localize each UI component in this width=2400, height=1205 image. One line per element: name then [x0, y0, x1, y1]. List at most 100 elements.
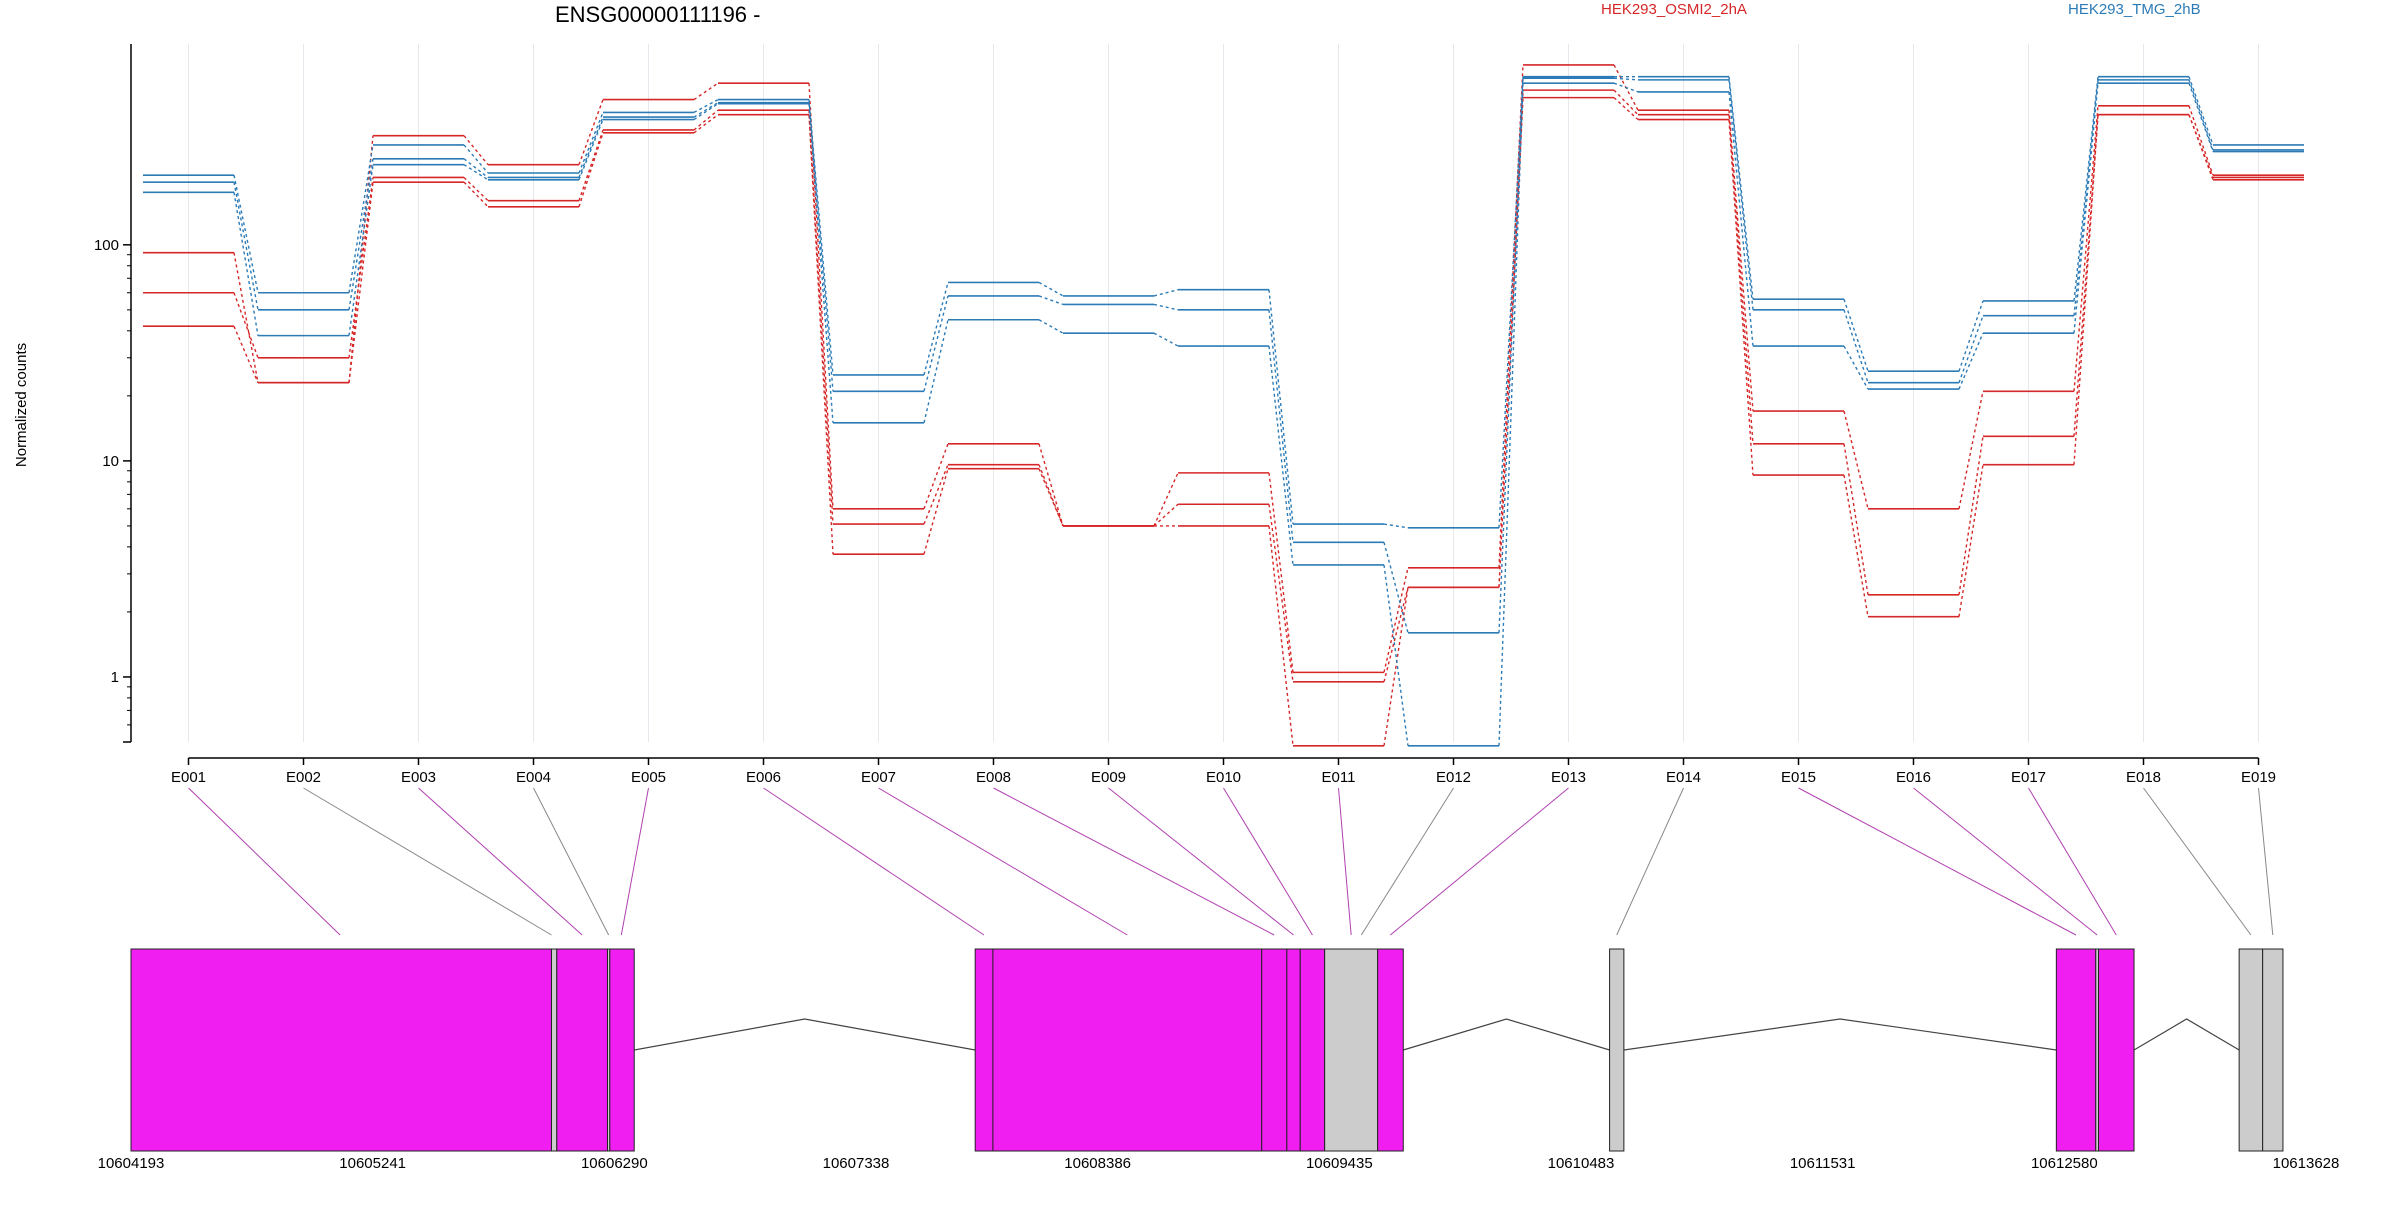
series-5-connector-14	[1728, 79, 1754, 310]
genomic-tick-label-8: 10611531	[1790, 1155, 1856, 1172]
exon-block-14	[2055, 948, 2097, 1152]
series-4-connector-6	[808, 99, 834, 375]
exon-block-13	[1609, 948, 1625, 1152]
link-e013	[1390, 787, 1569, 936]
link-e016	[1913, 787, 2098, 936]
x-tick-label-e002: E002	[286, 769, 321, 786]
x-tick-label-e011: E011	[1322, 769, 1356, 786]
exon-block-2	[550, 948, 558, 1152]
series-1-connector-14	[1728, 110, 1754, 412]
series-3-connector-2	[348, 182, 374, 383]
link-e012	[1360, 787, 1454, 936]
intron-2	[1403, 1018, 1610, 1051]
series-1-connector-6	[808, 83, 834, 509]
series-6-connector-2	[348, 164, 374, 336]
x-tick-label-e004: E004	[516, 769, 551, 786]
link-e014	[1616, 787, 1684, 936]
series-5-connector-4	[578, 116, 604, 178]
genomic-tick-label-6: 10609435	[1306, 1155, 1373, 1172]
series-1-connector-9	[1153, 472, 1179, 527]
series-1-connector-18	[2188, 105, 2214, 176]
series-6-connector-6	[808, 103, 834, 423]
series-4-connector-2	[348, 144, 374, 293]
genomic-tick-label-7: 10610483	[1548, 1155, 1615, 1172]
link-e003	[418, 787, 583, 936]
genomic-tick-label-3: 10606290	[581, 1155, 648, 1172]
series-6-connector-5	[693, 103, 719, 121]
x-tick-label-e001: E001	[171, 769, 206, 786]
exon-block-7	[992, 948, 1263, 1152]
x-tick-label-e018: E018	[2126, 769, 2161, 786]
series-4-connector-5	[693, 98, 719, 114]
series-4-connector-16	[1958, 300, 1984, 372]
exon-block-10	[1299, 948, 1326, 1152]
x-tick-label-e019: E019	[2241, 769, 2276, 786]
series-4-connector-3	[463, 144, 489, 174]
link-e002	[303, 787, 552, 936]
series-5-connector-12	[1498, 78, 1524, 633]
series-4	[143, 75, 2304, 529]
series-3-connector-6	[808, 114, 834, 555]
series-4-connector-8	[1038, 281, 1064, 297]
series-5-connector-11	[1383, 542, 1409, 634]
series-6-connector-18	[2188, 82, 2214, 152]
y-tick-label-1: 1	[111, 669, 119, 686]
series-4-connector-17	[2073, 76, 2099, 301]
x-tick-label-e017: E017	[2011, 769, 2046, 786]
genomic-tick-label-9: 10612580	[2031, 1155, 2098, 1172]
series-6-connector-12	[1498, 83, 1524, 746]
gene-model: 10604193 10605241 10606290 10607338 10608386…	[98, 948, 2339, 1172]
y-tick-label-10: 10	[102, 453, 119, 470]
series-layer	[143, 64, 2304, 747]
exon-block-9	[1286, 948, 1301, 1152]
x-tick-label-e006: E006	[746, 769, 781, 786]
series-5-connector-8	[1038, 295, 1064, 306]
link-e009	[1108, 787, 1294, 936]
gridlines	[188, 44, 2259, 742]
series-4-connector-4	[578, 112, 604, 174]
x-tick-label-e015: E015	[1781, 769, 1816, 786]
link-e018	[2143, 787, 2252, 936]
series-6-connector-1	[233, 192, 259, 336]
series-1-connector-16	[1958, 391, 1984, 509]
series-1-connector-2	[348, 135, 374, 383]
series-2-connector-11	[1383, 587, 1409, 682]
x-tick-label-e012: E012	[1436, 769, 1471, 786]
series-5-connector-1	[233, 182, 259, 310]
series-4-connector-11	[1383, 523, 1409, 529]
series-5-connector-18	[2188, 79, 2214, 151]
series-2-connector-4	[578, 129, 604, 201]
series-6-connector-14	[1728, 91, 1754, 347]
intron-3	[1623, 1018, 2057, 1051]
series-5-connector-10	[1268, 309, 1294, 543]
series-5-connector-3	[463, 158, 489, 179]
exon-block-8	[1261, 948, 1288, 1152]
series-2-connector-8	[1038, 464, 1064, 527]
chart-title: ENSG00000111196 -	[555, 2, 760, 27]
series-3-connector-16	[1958, 464, 1984, 617]
x-tick-label-e014: E014	[1666, 769, 1701, 786]
series-4-connector-18	[2188, 76, 2214, 146]
series-3-connector-8	[1038, 468, 1064, 527]
series-3-connector-4	[578, 132, 604, 207]
x-tick-label-e007: E007	[861, 769, 896, 786]
x-tick-label-e016: E016	[1896, 769, 1931, 786]
axes: 1 10 100 E001 E002 E003 E004 E005 E006 E007 E008 E0…	[94, 44, 2276, 786]
x-tick-label-e005: E005	[631, 769, 666, 786]
series-6-connector-10	[1268, 345, 1294, 565]
series-3-connector-7	[923, 468, 949, 555]
series-2-connector-15	[1843, 443, 1869, 595]
link-e004	[533, 787, 610, 936]
series-5-connector-9	[1153, 303, 1179, 311]
series-1-connector-5	[693, 82, 719, 101]
series-1-connector-8	[1038, 443, 1064, 527]
legend-label-osmi2: HEK293_OSMI2_2hA	[1601, 1, 1747, 18]
series-2-connector-2	[348, 177, 374, 358]
series-3-connector-10	[1268, 525, 1294, 746]
y-axis-label: Normalized counts	[13, 343, 30, 467]
series-3-connector-5	[693, 114, 719, 134]
series-4-connector-7	[923, 282, 949, 376]
intron-1	[634, 1018, 976, 1051]
